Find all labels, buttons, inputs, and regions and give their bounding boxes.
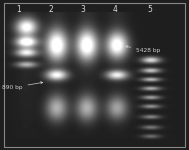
Text: 890 bp: 890 bp	[2, 82, 43, 90]
Text: 3: 3	[81, 5, 86, 14]
Text: 1: 1	[16, 5, 21, 14]
Text: 5: 5	[147, 5, 152, 14]
Text: 2: 2	[49, 5, 53, 14]
Text: 4: 4	[113, 5, 118, 14]
Text: 5428 bp: 5428 bp	[125, 46, 160, 53]
